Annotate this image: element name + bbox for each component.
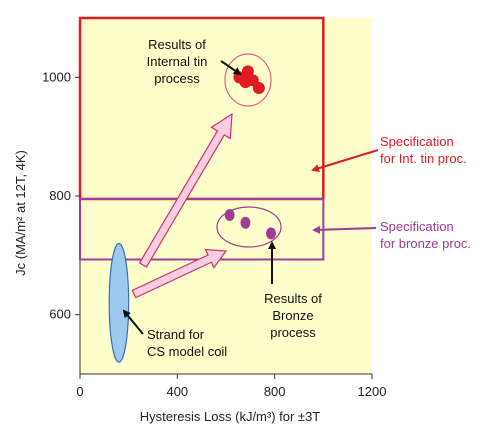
y-tick-label: 800 [49,188,71,203]
internal-tin-label: Results of [148,37,206,52]
result-group-outlines [216,53,282,248]
bronze-label: process [270,325,316,340]
x-tick-label: 400 [166,384,188,399]
spec-int-tin-label: for Int. tin proc. [380,151,467,166]
bronze-point [240,216,251,229]
strand-label: Strand for [147,327,205,342]
bronze-label: Results of [264,291,322,306]
x-axis-label: Hysteresis Loss (kJ/m³) for ±3T [140,409,321,424]
spec-bronze-label: for bronze proc. [380,236,471,251]
annotations: Results of Internal tin process Results of B… [122,37,471,359]
strand-label: CS model coil [147,344,227,359]
x-tick-label: 0 [76,384,83,399]
bronze-label: Bronze [272,308,313,323]
strand-pointer [122,309,144,335]
axis-ticks: 0 400 800 1200 600 800 1000 [42,69,386,399]
strand-region [108,242,130,363]
spec-bronze-pointer [312,225,377,234]
internal-tin-outline [224,53,272,107]
y-tick-label: 600 [49,307,71,322]
y-tick-label: 1000 [42,69,71,84]
internal-tin-label: Internal tin [147,54,208,69]
strand-ellipse [108,242,130,363]
bronze-outline [216,206,282,248]
axis-labels: Hysteresis Loss (kJ/m³) for ±3T Jc (MA/m… [13,150,320,424]
internal-tin-point [241,65,254,78]
spec-int-tin-label: Specification [380,134,454,149]
arrow-strand-to-bronze [131,248,228,299]
bronze-point [224,208,235,221]
arrows [131,112,233,299]
spec-bronze-label: Specification [380,219,454,234]
spec-int-tin-pointer [311,149,379,173]
x-tick-label: 800 [264,384,286,399]
internal-tin-label: process [154,71,200,86]
y-axis-label: Jc (MA/m² at 12T, 4K) [13,150,28,276]
data-points [224,65,277,240]
arrow-strand-to-internal-tin [138,112,233,268]
internal-tin-point [252,82,265,95]
bronze-point [266,227,277,240]
x-tick-label: 1200 [358,384,387,399]
internal-tin-pointer [220,60,242,76]
